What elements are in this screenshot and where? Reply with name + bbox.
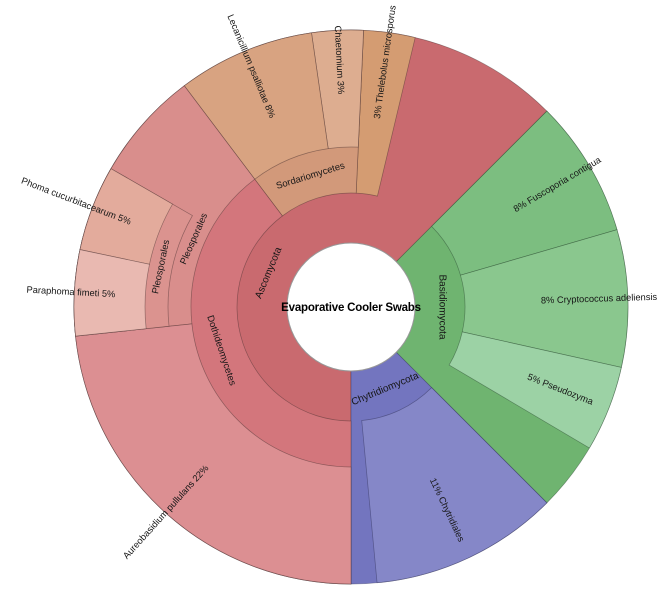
wedge-fuscoporia-contigua[interactable] <box>431 110 618 276</box>
center-circle[interactable] <box>286 242 416 372</box>
label-basidiomycota: Basidiomycota <box>436 274 447 339</box>
label-paraphoma-fimeti: Paraphoma fimeti 5% <box>26 285 115 300</box>
wedge-cryptococcus-adeliensis[interactable] <box>460 229 629 368</box>
label-cryptococcus-adeliensis: 8% Cryptococcus adeliensis <box>541 292 658 306</box>
wedge-paraphoma-fimeti[interactable] <box>73 249 150 337</box>
wedge-chytridiales[interactable] <box>361 387 548 584</box>
wedge-pseudozyma[interactable] <box>448 331 622 449</box>
wedge-aureobasidium-pullulans[interactable] <box>75 323 352 585</box>
label-chaetomium: Chaetomium 3% <box>333 25 346 94</box>
center-label: Evaporative Cooler Swabs <box>281 302 421 314</box>
